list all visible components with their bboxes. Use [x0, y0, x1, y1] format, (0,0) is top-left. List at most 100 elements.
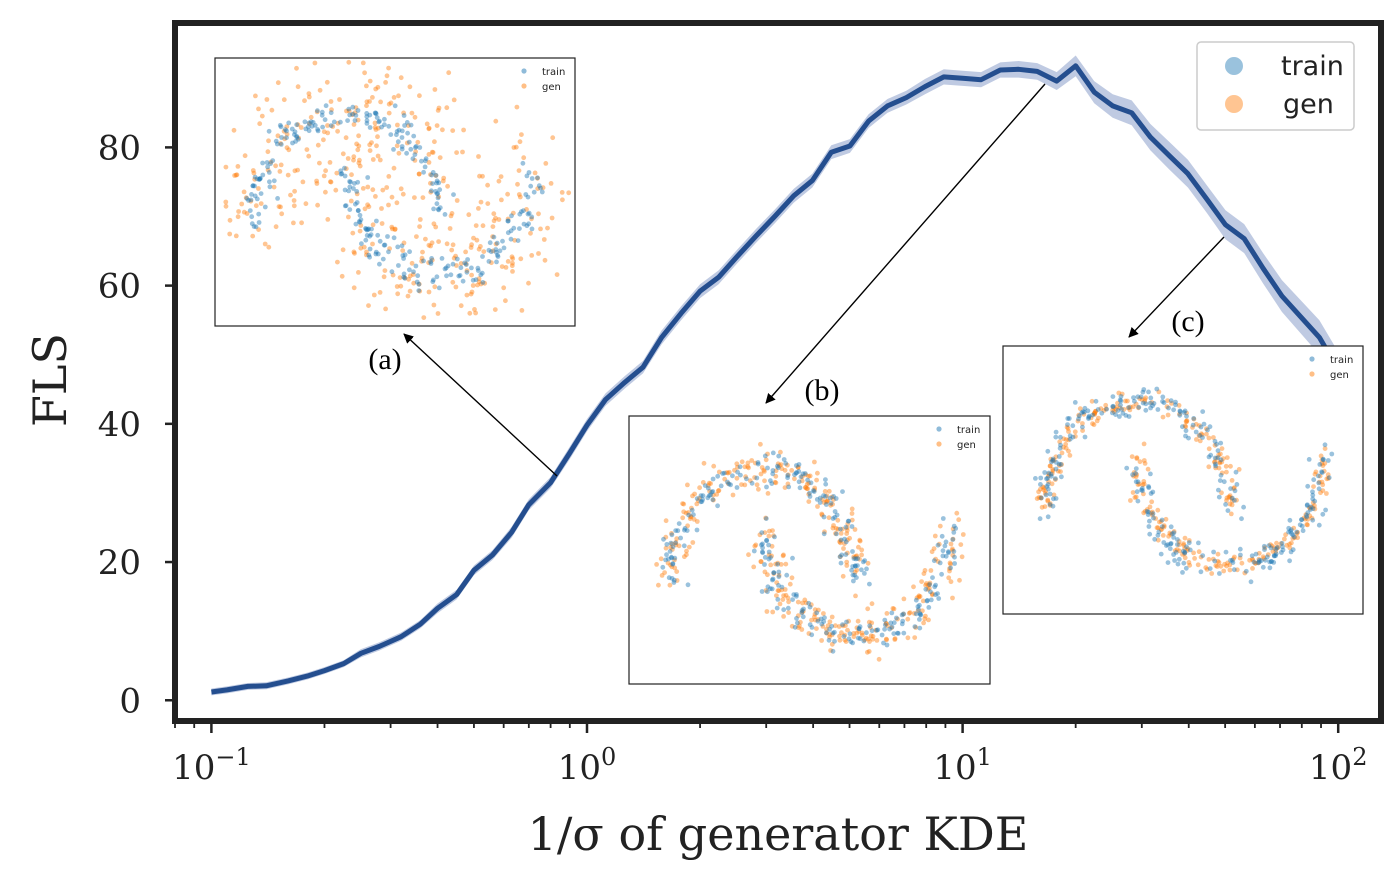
- inset-gen-point: [1184, 418, 1190, 423]
- inset-gen-point: [400, 248, 406, 254]
- inset-c: train gen: [1002, 345, 1364, 615]
- inset-gen-point: [780, 597, 786, 602]
- inset-train-point: [946, 549, 951, 555]
- inset-train-point: [667, 549, 673, 554]
- inset-train-point: [663, 557, 668, 563]
- inset-train-point: [691, 512, 696, 518]
- inset-train-point: [251, 224, 257, 229]
- inset-gen-point: [559, 190, 565, 195]
- inset-gen-point: [847, 535, 852, 541]
- inset-gen-point: [1214, 564, 1220, 569]
- inset-train-point: [850, 564, 856, 569]
- inset-train-point: [278, 142, 284, 147]
- inset-train-point: [338, 171, 344, 177]
- inset-train-point: [764, 484, 769, 490]
- inset-gen-point: [372, 125, 378, 130]
- inset-gen-point: [349, 172, 354, 178]
- inset-gen-point: [373, 194, 378, 199]
- inset-gen-point: [1319, 461, 1325, 466]
- inset-train-point: [260, 160, 265, 166]
- inset-gen-point: [307, 121, 312, 127]
- inset-gen-point: [714, 492, 720, 497]
- inset-gen-point: [370, 187, 376, 193]
- inset-gen-point: [315, 202, 320, 208]
- inset-gen-point: [345, 156, 351, 161]
- inset-train-point: [448, 272, 454, 278]
- inset-train-point: [520, 160, 526, 166]
- inset-train-point: [529, 176, 535, 181]
- inset-gen-point: [454, 263, 459, 268]
- inset-train-point: [932, 584, 938, 590]
- inset-train-point: [801, 606, 806, 612]
- inset-train-point: [1046, 486, 1051, 492]
- inset-gen-point: [1287, 541, 1292, 547]
- inset-train-point: [1099, 410, 1105, 416]
- inset-train-point: [1056, 461, 1062, 467]
- inset-train-point: [1239, 516, 1244, 522]
- inset-gen-point: [431, 302, 437, 308]
- inset-gen-point: [370, 241, 375, 247]
- inset-gen-point: [477, 173, 482, 179]
- inset-gen-point: [298, 125, 304, 130]
- inset-gen-point: [844, 528, 850, 533]
- inset-train-point: [800, 614, 806, 620]
- inset-train-point: [1237, 546, 1243, 552]
- inset-train-point: [1215, 448, 1221, 454]
- inset-train-point: [352, 181, 357, 186]
- inset-gen-point: [473, 310, 478, 316]
- inset-gen-point: [895, 616, 900, 622]
- inset-gen-point: [806, 491, 812, 497]
- inset-train-point: [248, 197, 254, 203]
- inset-train-point: [284, 128, 289, 134]
- inset-train-point: [1081, 409, 1087, 415]
- inset-train-point: [1161, 400, 1167, 406]
- inset-train-point: [493, 249, 499, 255]
- inset-gen-point: [460, 149, 465, 155]
- inset-gen-point: [386, 174, 392, 179]
- inset-train-point: [669, 555, 674, 561]
- inset-train-point: [1161, 540, 1167, 545]
- inset-train-point: [407, 249, 412, 255]
- inset-train-point: [436, 206, 441, 212]
- inset-train-point: [434, 180, 439, 186]
- inset-gen-point: [672, 565, 678, 571]
- inset-train-point: [1177, 409, 1183, 414]
- inset-train-point: [705, 495, 711, 501]
- inset-gen-point: [915, 608, 921, 614]
- inset-gen-point: [382, 268, 388, 273]
- inset-train-point: [1299, 517, 1305, 522]
- inset-train-point: [1171, 552, 1176, 557]
- inset-train-point: [1146, 524, 1152, 529]
- inset-train-point: [859, 567, 864, 573]
- inset-train-point: [768, 586, 773, 592]
- inset-gen-point: [1186, 560, 1192, 565]
- inset-gen-point: [446, 70, 452, 76]
- inset-gen-point: [1155, 537, 1161, 543]
- inset-gen-point: [392, 226, 398, 232]
- inset-gen-point: [526, 280, 531, 286]
- inset-train-point: [531, 189, 537, 195]
- inset-train-point: [1216, 487, 1221, 493]
- inset-gen-point: [269, 107, 275, 113]
- inset-gen-point: [1128, 498, 1133, 503]
- inset-train-point: [1200, 553, 1206, 558]
- inset-train-point: [526, 170, 532, 175]
- inset-train-point: [1312, 498, 1318, 504]
- inset-gen-point: [884, 611, 890, 616]
- inset-train-point: [257, 176, 262, 182]
- inset-train-point: [901, 630, 907, 636]
- inset-train-point: [774, 605, 780, 611]
- inset-train-point: [706, 493, 712, 499]
- inset-train-point: [342, 173, 348, 179]
- inset-train-point: [851, 578, 856, 584]
- inset-gen-point: [786, 610, 791, 615]
- inset-train-point: [796, 469, 802, 474]
- inset-train-point: [1260, 564, 1266, 570]
- inset-gen-point: [1204, 567, 1210, 572]
- inset-gen-point: [1275, 544, 1281, 550]
- inset-gen-point: [1229, 495, 1234, 501]
- inset-gen-point: [521, 155, 527, 161]
- inset-gen-point: [853, 554, 859, 559]
- inset-gen-point: [295, 167, 300, 173]
- inset-gen-point: [820, 496, 825, 502]
